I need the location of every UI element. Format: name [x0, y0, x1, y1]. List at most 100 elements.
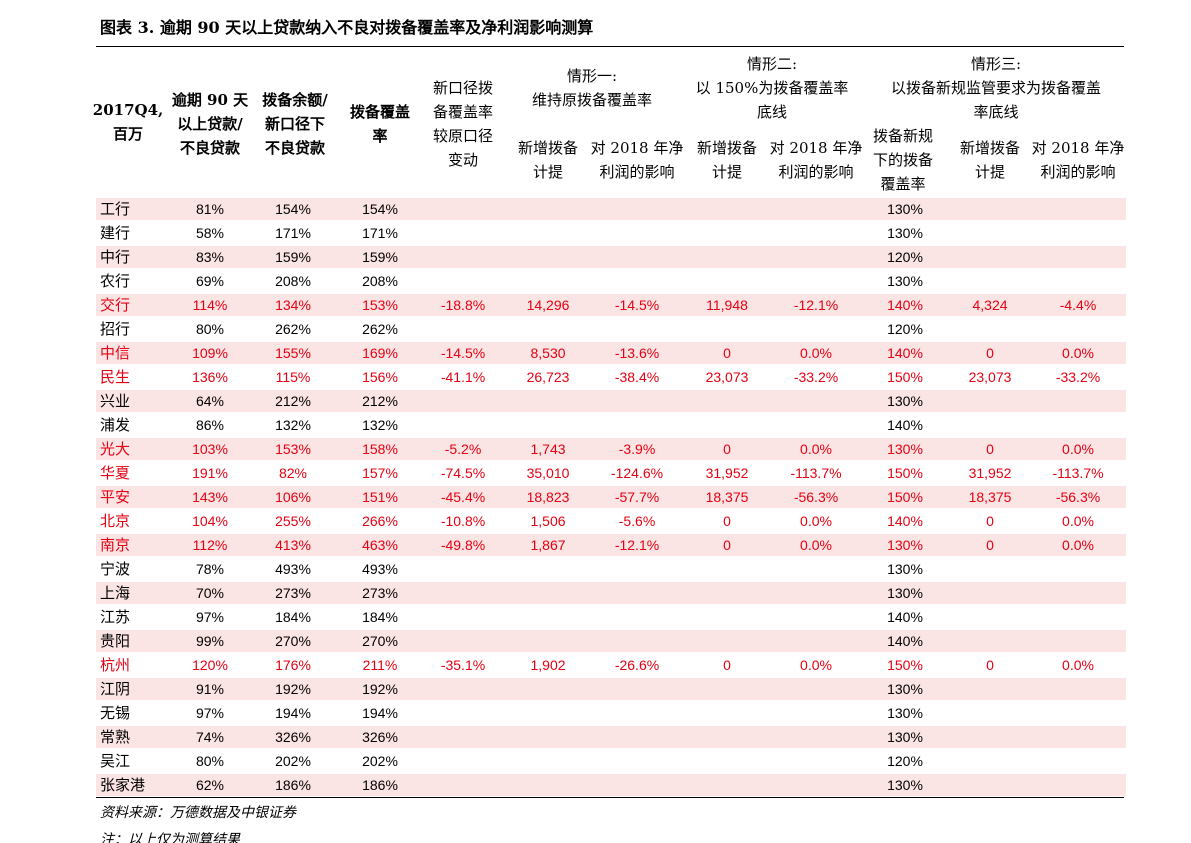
cell: 91%	[195, 681, 225, 697]
cell: 26,723	[526, 369, 570, 385]
cell: -45.4%	[440, 489, 486, 505]
row-stripe	[96, 534, 1126, 556]
cell: 1,867	[530, 537, 566, 553]
cell: 31,952	[968, 465, 1012, 481]
cell: 136%	[192, 369, 228, 385]
cell: 130%	[887, 729, 923, 745]
cell: 191%	[192, 465, 228, 481]
cell: 154%	[362, 201, 398, 217]
row-stripe	[96, 294, 1126, 316]
bank-name: 杭州	[100, 656, 131, 674]
bank-name: 北京	[100, 512, 131, 530]
row-stripe	[96, 198, 1126, 220]
cell: -35.1%	[440, 657, 486, 673]
cell: 155%	[275, 345, 311, 361]
header-text: 以拨备新规监管要求为拨备覆盖	[890, 79, 1102, 97]
header-text: 新口径拨	[432, 79, 494, 97]
bank-name: 常熟	[100, 728, 131, 746]
header-text: 新增拨备	[959, 139, 1021, 157]
cell: -18.8%	[440, 297, 486, 313]
cell: 326%	[362, 729, 398, 745]
header-text: 维持原拨备覆盖率	[531, 91, 653, 109]
cell: -38.4%	[614, 369, 660, 385]
title-rule	[96, 46, 1124, 47]
cell: 157%	[362, 465, 398, 481]
header-text: 底线	[756, 103, 788, 121]
header-text: 对 2018 年净	[769, 139, 863, 157]
cell: 171%	[275, 225, 311, 241]
cell: 11,948	[706, 297, 748, 313]
cell: -4.4%	[1059, 297, 1097, 313]
header-text: 计提	[532, 163, 564, 181]
cell: -14.5%	[614, 297, 660, 313]
header-text: 变动	[447, 151, 479, 169]
cell: 0	[723, 441, 731, 457]
cell: 0.0%	[800, 345, 832, 361]
source: 资料来源：万德数据及中银证券	[100, 805, 296, 821]
header-text: 覆盖率	[880, 175, 926, 193]
header-text: 利润的影响	[778, 163, 854, 181]
cell: 150%	[887, 465, 923, 481]
cell: 64%	[195, 393, 225, 409]
cell: 97%	[195, 705, 225, 721]
bank-name: 平安	[100, 488, 131, 506]
cell: 255%	[275, 513, 311, 529]
cell: 493%	[275, 561, 311, 577]
cell: 208%	[362, 273, 398, 289]
cell: 115%	[275, 369, 311, 385]
cell: 154%	[275, 201, 311, 217]
cell: 0.0%	[800, 441, 832, 457]
cell: 0.0%	[1062, 657, 1094, 673]
cell: 1,743	[530, 441, 566, 457]
cell: 0	[986, 513, 994, 529]
header-text: 利润的影响	[599, 163, 675, 181]
header-text: 利润的影响	[1040, 163, 1116, 181]
cell: 18,375	[968, 489, 1012, 505]
cell: 132%	[362, 417, 398, 433]
cell: 202%	[275, 753, 311, 769]
cell: 80%	[195, 753, 225, 769]
bank-name: 宁波	[100, 560, 131, 578]
header-text: 率底线	[973, 103, 1019, 121]
bank-name: 交行	[100, 296, 131, 314]
cell: 212%	[275, 393, 311, 409]
cell: -33.2%	[1055, 369, 1101, 385]
cell: 212%	[362, 393, 398, 409]
cell: 62%	[195, 777, 225, 793]
cell: 0	[986, 345, 994, 361]
bank-name: 招行	[100, 320, 131, 338]
table-bottom-rule	[96, 797, 1124, 798]
cell: 103%	[192, 441, 228, 457]
cell: 0.0%	[1062, 441, 1094, 457]
cell: 78%	[195, 561, 225, 577]
bank-name: 光大	[100, 440, 131, 458]
cell: 130%	[887, 777, 923, 793]
cell: 186%	[275, 777, 311, 793]
cell: 0	[986, 441, 994, 457]
cell: 18,375	[705, 489, 749, 505]
cell: 80%	[195, 321, 225, 337]
cell: 130%	[887, 585, 923, 601]
cell: 140%	[887, 633, 923, 649]
cell: 97%	[195, 609, 225, 625]
cell: 106%	[275, 489, 311, 505]
header-text: 逾期 90 天	[171, 91, 249, 109]
cell: 192%	[275, 681, 311, 697]
header-text: 率	[372, 127, 388, 145]
bank-name: 兴业	[100, 392, 131, 410]
cell: 463%	[362, 537, 398, 553]
cell: 151%	[362, 489, 398, 505]
cell: 493%	[362, 561, 398, 577]
cell: -12.1%	[614, 537, 660, 553]
bank-name: 张家港	[100, 776, 146, 794]
cell: -13.6%	[614, 345, 660, 361]
bank-name: 南京	[100, 536, 131, 554]
cell: 176%	[275, 657, 311, 673]
cell: 70%	[195, 585, 225, 601]
row-stripe	[96, 342, 1126, 364]
cell: 114%	[192, 297, 228, 313]
header-text: 备覆盖率	[432, 103, 494, 121]
note: 注：以上仅为测算结果	[100, 832, 240, 843]
cell: -113.7%	[790, 465, 842, 481]
cell: 140%	[887, 297, 923, 313]
